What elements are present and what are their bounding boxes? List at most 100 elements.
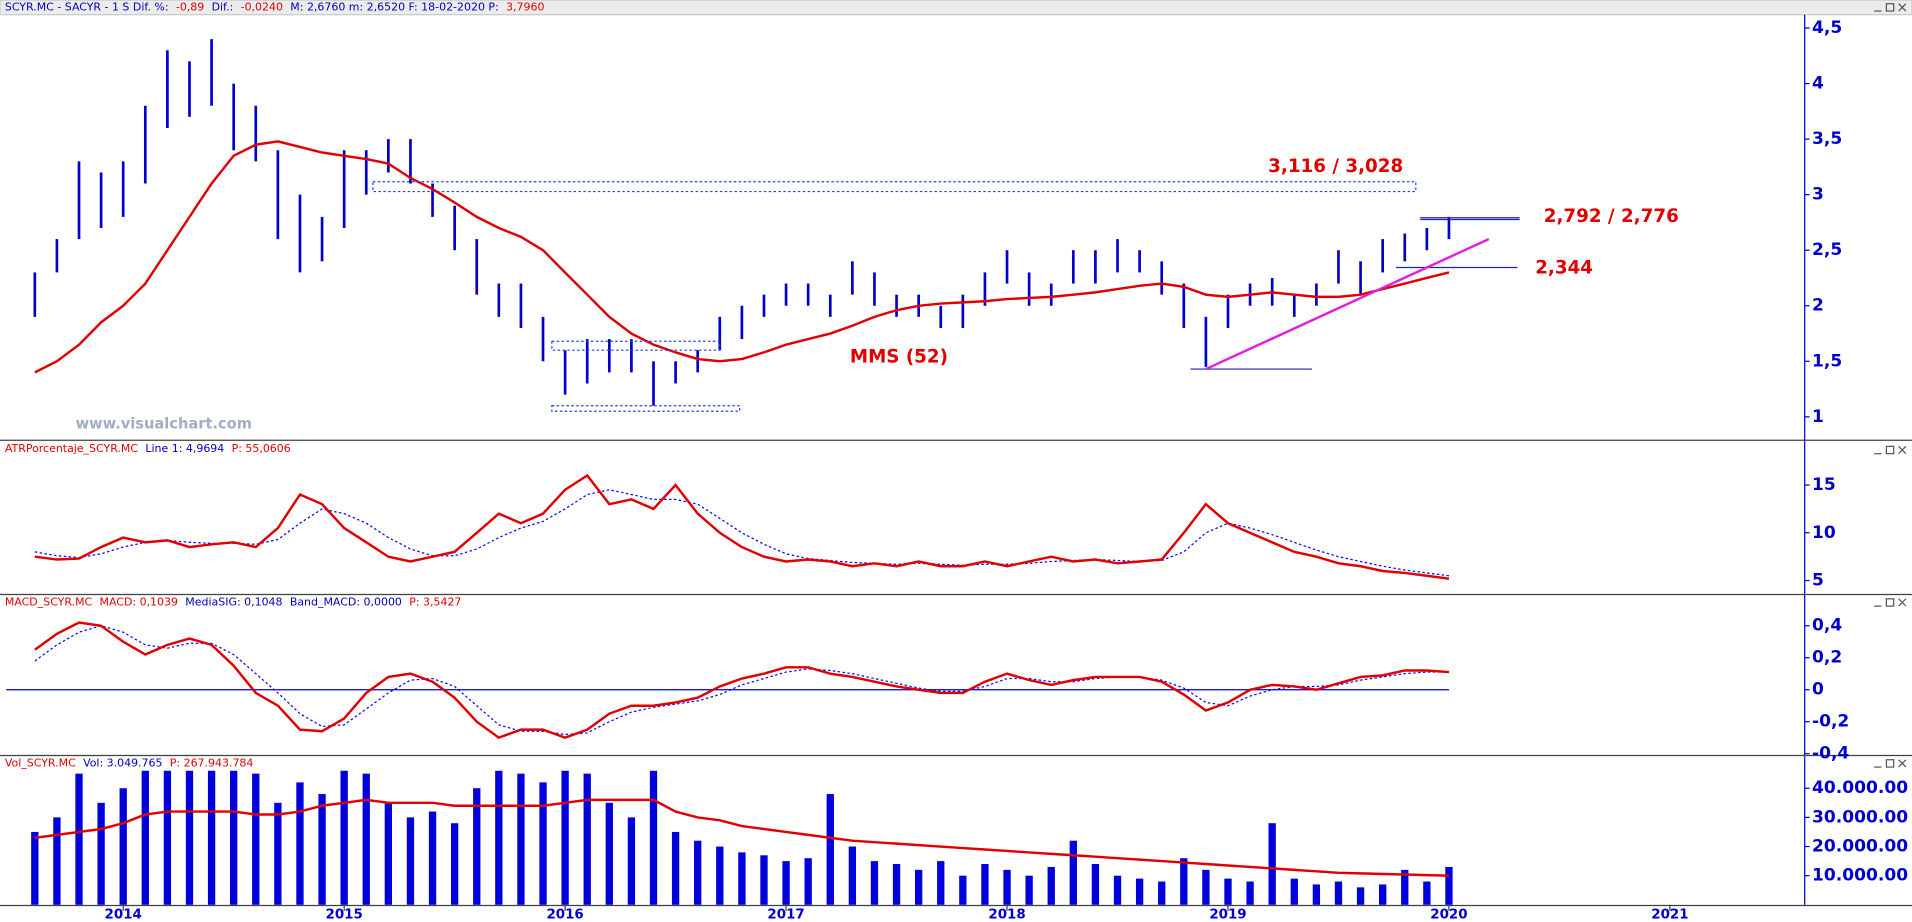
series-line bbox=[34, 473, 1450, 580]
volume-bar bbox=[848, 846, 857, 905]
x-tick-label: 2015 bbox=[326, 908, 363, 922]
volume-bar bbox=[517, 773, 525, 905]
header-part: MACD_SCYR.MC bbox=[5, 595, 93, 608]
x-tick-label: 2021 bbox=[1651, 908, 1688, 922]
panel bbox=[31, 770, 1453, 905]
volume-bar bbox=[141, 770, 149, 905]
y-tick-label: 0 bbox=[1812, 680, 1824, 700]
series-line bbox=[34, 798, 1450, 877]
volume-bar bbox=[561, 770, 569, 905]
x-tick-label: 2016 bbox=[546, 908, 583, 922]
volume-bar bbox=[119, 788, 127, 905]
volume-bar bbox=[583, 773, 591, 905]
panel bbox=[34, 473, 1450, 580]
volume-bar bbox=[959, 875, 967, 905]
x-tick-label: 2018 bbox=[988, 908, 1025, 922]
volume-bar bbox=[716, 846, 724, 905]
volume-bar bbox=[384, 802, 393, 905]
volume-bar bbox=[207, 770, 216, 905]
volume-bar bbox=[274, 802, 282, 905]
panel-header: SCYR.MC - SACYR - 1 S Dif. %: -0,89 Dif.: -… bbox=[5, 0, 545, 13]
volume-bar bbox=[75, 773, 83, 905]
y-tick-label: 1 bbox=[1812, 407, 1824, 427]
volume-bar bbox=[252, 773, 260, 905]
y-tick-label: 15 bbox=[1812, 475, 1836, 495]
series-line bbox=[34, 140, 1450, 374]
volume-bar bbox=[539, 782, 547, 905]
volume-bar bbox=[1401, 869, 1409, 905]
panel-header: MACD_SCYR.MC MACD: 0,1039 MediaSIG: 0,1048… bbox=[5, 595, 462, 608]
y-tick-label: 2,5 bbox=[1812, 240, 1842, 260]
volume-bar bbox=[1047, 866, 1055, 905]
panel-header: Vol_SCYR.MC Vol: 3.049.765 P: 267.943.784 bbox=[5, 756, 254, 769]
volume-bar bbox=[406, 817, 415, 905]
y-tick-label: 1,5 bbox=[1812, 351, 1842, 371]
volume-bar bbox=[495, 770, 503, 905]
volume-bar bbox=[1135, 878, 1144, 905]
volume-bar bbox=[892, 864, 901, 905]
volume-bar bbox=[1069, 840, 1077, 905]
volume-bar bbox=[627, 817, 636, 905]
volume-bar bbox=[296, 782, 304, 905]
panel bbox=[6, 621, 1450, 740]
volume-bar bbox=[1158, 881, 1166, 905]
annotation: www.visualchart.com bbox=[76, 415, 252, 432]
series-line bbox=[34, 625, 1449, 736]
volume-bar bbox=[1423, 881, 1431, 905]
volume-bar bbox=[31, 831, 39, 905]
volume-bar bbox=[473, 788, 481, 905]
header-part: -0,0240 bbox=[241, 0, 283, 13]
volume-bar bbox=[1290, 878, 1298, 905]
volume-bar bbox=[1268, 823, 1276, 905]
y-tick-label: 10 bbox=[1812, 523, 1836, 543]
zone bbox=[551, 340, 721, 351]
annotation: 2,792 / 2,776 bbox=[1544, 206, 1679, 227]
volume-bar bbox=[163, 770, 172, 905]
volume-bar bbox=[1224, 878, 1232, 905]
window-buttons[interactable] bbox=[1874, 3, 1907, 768]
volume-bar bbox=[1334, 881, 1343, 905]
header-part: SCYR.MC - SACYR - 1 S Dif. %: bbox=[5, 0, 169, 13]
header-part: M: 2,6760 m: 2,6520 F: 18-02-2020 P: bbox=[290, 0, 498, 13]
volume-bar bbox=[1025, 875, 1033, 905]
volume-bar bbox=[97, 802, 105, 905]
volume-bar bbox=[1113, 875, 1122, 905]
header-bar bbox=[0, 0, 1912, 16]
volume-bar bbox=[1445, 866, 1453, 905]
volume-bar bbox=[1202, 869, 1210, 905]
volume-bar bbox=[230, 770, 238, 905]
y-tick-label: 4 bbox=[1812, 74, 1824, 94]
y-tick-label: 30.000.00 bbox=[1812, 807, 1908, 827]
y-tick-label: 10.000.00 bbox=[1812, 866, 1908, 886]
annotation: 2,344 bbox=[1535, 257, 1593, 278]
header-part: Band_MACD: 0,0000 bbox=[290, 595, 402, 608]
header-part: MediaSIG: 0,1048 bbox=[185, 595, 282, 608]
header-part: P: 55,0606 bbox=[232, 442, 291, 455]
volume-bar bbox=[981, 864, 989, 905]
zone bbox=[551, 405, 741, 412]
panel bbox=[33, 39, 1520, 412]
y-tick-label: 4,5 bbox=[1812, 18, 1842, 38]
volume-bar bbox=[605, 802, 613, 905]
volume-bar bbox=[760, 855, 768, 905]
volume-bar bbox=[1312, 884, 1321, 905]
header-part: MACD: 0,1039 bbox=[100, 595, 178, 608]
header-part: Vol: 3.049.765 bbox=[83, 756, 162, 769]
volume-bar bbox=[1246, 881, 1254, 905]
volume-bar bbox=[782, 861, 790, 905]
volume-bar bbox=[450, 823, 459, 905]
x-tick-label: 2014 bbox=[105, 908, 142, 922]
x-tick-label: 2019 bbox=[1209, 908, 1246, 922]
y-tick-label: -0,2 bbox=[1812, 712, 1849, 732]
series-label: MMS (52) bbox=[850, 346, 948, 367]
volume-bar bbox=[362, 773, 370, 905]
volume-bar bbox=[340, 770, 348, 905]
header-part: P: 267.943.784 bbox=[170, 756, 254, 769]
volume-bar bbox=[914, 869, 923, 905]
series-line bbox=[34, 621, 1450, 740]
header-part: 3,7960 bbox=[506, 0, 544, 13]
header-part: -0,89 bbox=[176, 0, 204, 13]
volume-bar bbox=[318, 794, 326, 905]
volume-bar bbox=[1003, 869, 1011, 905]
